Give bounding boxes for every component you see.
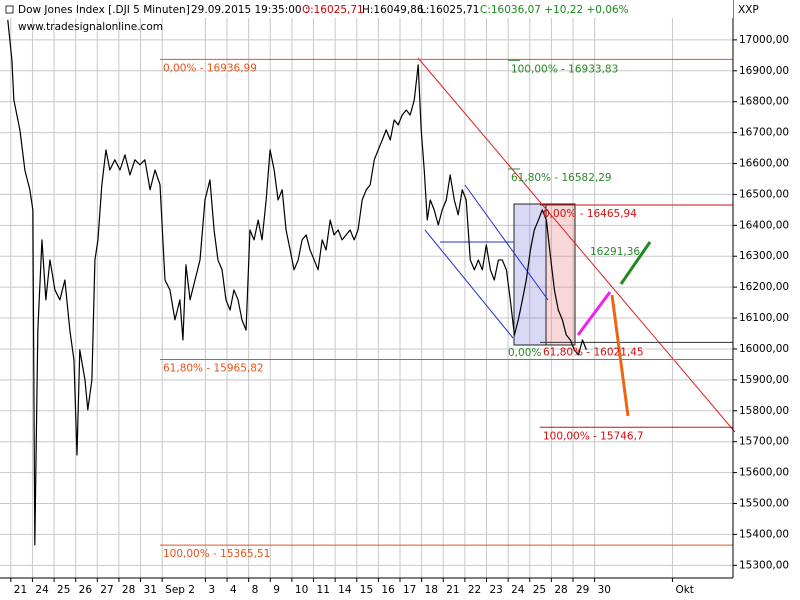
x-tick-label: 4: [230, 584, 237, 596]
header-icon: [5, 5, 14, 14]
header-title: Dow Jones Index [.DJI 5 Minuten]: [18, 4, 190, 16]
y-tick-label: 15300,00: [739, 559, 789, 571]
x-tick-label: Okt: [675, 584, 693, 596]
price-line: [7, 19, 587, 546]
trend-line: [417, 57, 736, 433]
x-tick-label: 8: [252, 584, 259, 596]
y-tick-label: 16500,00: [739, 188, 789, 200]
grid: [0, 0, 733, 578]
x-tick-label: 10: [295, 584, 308, 596]
header-low: L:16025,71: [420, 4, 480, 16]
y-tick-label: 15700,00: [739, 436, 789, 448]
y-tick-label: 16300,00: [739, 250, 789, 262]
x-tick-label: Sep 2: [165, 584, 195, 596]
projection-green: [619, 241, 652, 285]
y-tick-label: 15600,00: [739, 467, 789, 479]
axis-label: XXP: [738, 4, 759, 16]
level-label: 100,00% - 15365,51: [163, 548, 270, 560]
y-tick-label: 15900,00: [739, 374, 789, 386]
level-label: 0,00% - 16465,94: [543, 208, 637, 220]
x-tick-label: 25: [57, 584, 70, 596]
x-tick-label: 26: [79, 584, 93, 596]
x-tick-label: 29: [576, 584, 589, 596]
y-tick-label: 16900,00: [739, 65, 789, 77]
y-tick-label: 15800,00: [739, 405, 789, 417]
x-tick-label: 28: [122, 584, 135, 596]
y-tick-label: 15500,00: [739, 498, 789, 510]
y-tick-label: 16100,00: [739, 312, 789, 324]
header-close: C:16036,07 +10,22 +0,06%: [480, 4, 629, 16]
box-red: [545, 203, 576, 346]
source: www.tradesignalonline.com: [18, 21, 163, 33]
projection-magenta: [576, 291, 612, 336]
header-open: O:16025,71: [302, 4, 364, 16]
x-tick-label: 25: [533, 584, 546, 596]
y-tick-label: 16400,00: [739, 219, 789, 231]
x-tick-label: 14: [338, 584, 352, 596]
x-tick-label: 9: [273, 584, 280, 596]
x-tick-label: 31: [144, 584, 157, 596]
y-tick-label: 16200,00: [739, 281, 789, 293]
x-tick-label: 15: [360, 584, 373, 596]
header-high: H:16049,86: [362, 4, 424, 16]
channel-line: [464, 184, 549, 301]
x-tick-label: 18: [425, 584, 438, 596]
y-tick-label: 16600,00: [739, 158, 789, 170]
projection-orange: [610, 294, 630, 417]
x-tick-label: 11: [317, 584, 330, 596]
y-tick-label: 16000,00: [739, 343, 789, 355]
x-tick-label: 24: [511, 584, 525, 596]
level-label: 61,80% - 16582,29: [511, 172, 612, 184]
x-tick-label: 30: [598, 584, 611, 596]
x-tick-label: 21: [446, 584, 459, 596]
x-tick-label: 22: [468, 584, 481, 596]
level-label: 0,00% - 16936,99: [163, 62, 257, 74]
annotation: 16291,36: [590, 246, 640, 258]
x-tick-label: 27: [100, 584, 113, 596]
level-label: 61,80% - 16021,45: [543, 346, 644, 358]
x-tick-label: 24: [35, 584, 49, 596]
header-bar: [0, 0, 733, 18]
x-tick-label: 28: [554, 584, 567, 596]
y-tick-label: 15400,00: [739, 528, 789, 540]
level-label: 100,00% - 16933,83: [511, 63, 618, 75]
x-tick-label: 3: [208, 584, 215, 596]
x-tick-label: 17: [403, 584, 416, 596]
annotation: 0,00%: [508, 347, 541, 359]
plot: [7, 19, 733, 546]
header-datetime: 29.09.2015 19:35:00 :: [191, 4, 309, 16]
y-tick-label: 16700,00: [739, 127, 789, 139]
channel-line: [424, 229, 514, 339]
y-tick-label: 16800,00: [739, 96, 789, 108]
level-label: 100,00% - 15746,7: [543, 430, 644, 442]
level-label: 61,80% - 15965,82: [163, 363, 264, 375]
x-tick-label: 16: [381, 584, 395, 596]
x-tick-label: 23: [490, 584, 503, 596]
x-tick-label: 21: [14, 584, 27, 596]
y-tick-label: 17000,00: [739, 34, 789, 46]
